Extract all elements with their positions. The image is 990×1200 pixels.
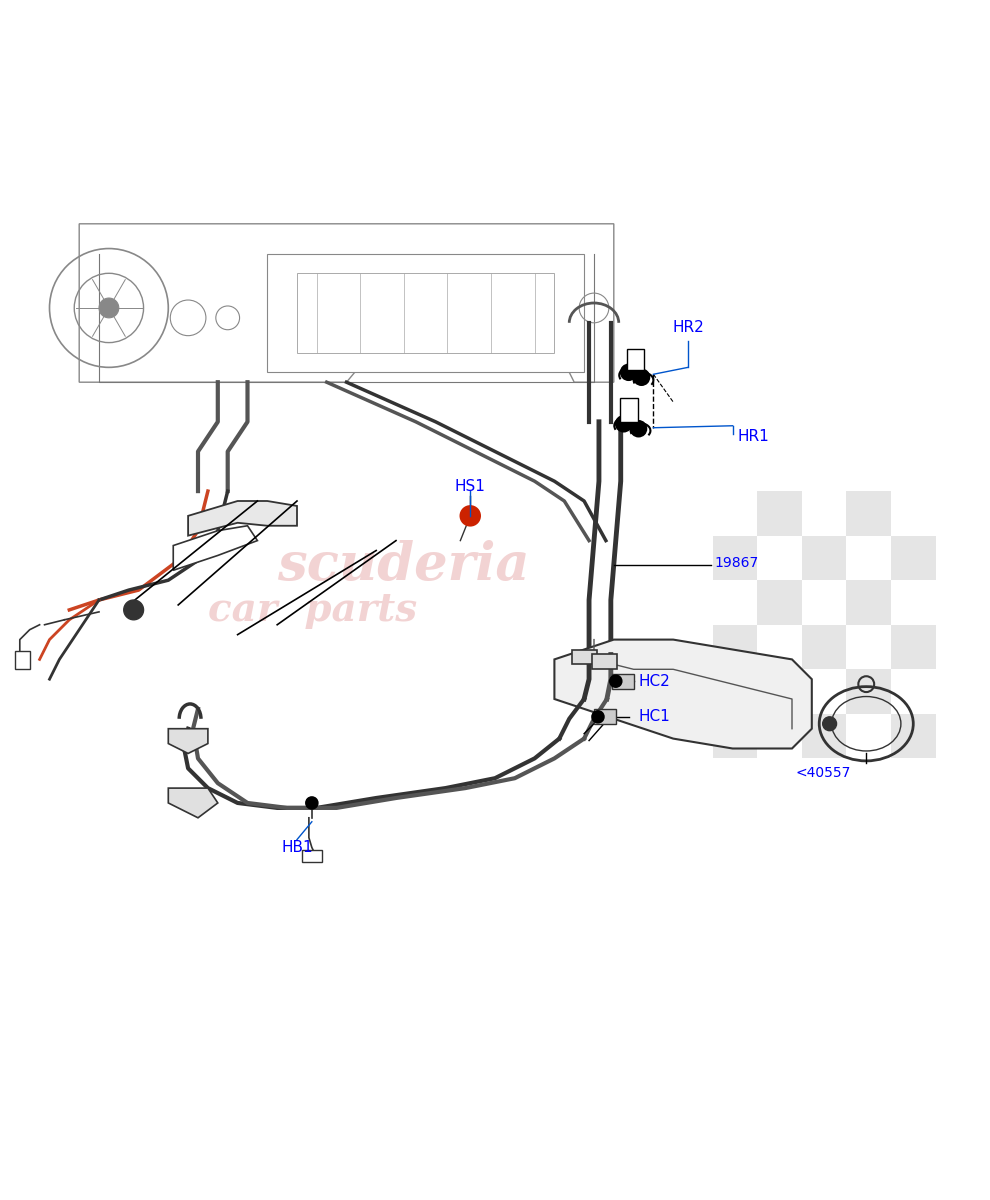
Bar	[802, 714, 846, 758]
Polygon shape	[168, 788, 218, 818]
Bar	[846, 670, 891, 714]
Circle shape	[460, 506, 480, 526]
Bar	[620, 398, 638, 421]
Polygon shape	[554, 640, 812, 749]
Bar	[572, 649, 597, 665]
Circle shape	[634, 370, 649, 385]
Bar	[757, 670, 802, 714]
Circle shape	[631, 421, 646, 437]
Bar	[594, 709, 616, 724]
Polygon shape	[79, 223, 614, 382]
Bar	[713, 535, 757, 580]
Text: car  parts: car parts	[208, 590, 417, 629]
Bar	[757, 491, 802, 535]
Circle shape	[592, 710, 604, 722]
Bar	[757, 580, 802, 625]
Circle shape	[621, 365, 637, 380]
Bar	[612, 674, 634, 689]
Text: scuderia: scuderia	[277, 540, 530, 590]
Bar	[15, 652, 30, 670]
Bar	[592, 654, 617, 670]
Circle shape	[99, 298, 119, 318]
Text: <40557: <40557	[796, 767, 851, 780]
Text: HS1: HS1	[454, 479, 486, 493]
Bar	[267, 253, 584, 372]
Bar	[891, 714, 936, 758]
Bar	[627, 348, 644, 371]
Bar	[891, 625, 936, 670]
Bar	[846, 491, 891, 535]
Text: HB1: HB1	[281, 840, 313, 854]
Bar	[802, 535, 846, 580]
Bar	[846, 580, 891, 625]
Bar	[302, 851, 322, 863]
Text: 19867: 19867	[715, 557, 759, 570]
Circle shape	[616, 416, 632, 432]
Polygon shape	[173, 526, 257, 570]
Circle shape	[306, 797, 318, 809]
Text: HC1: HC1	[639, 709, 670, 725]
Bar	[891, 535, 936, 580]
Text: HR1: HR1	[738, 430, 769, 444]
Bar	[297, 274, 554, 353]
Circle shape	[610, 676, 622, 688]
Text: HC2: HC2	[639, 673, 670, 689]
Bar	[713, 625, 757, 670]
Circle shape	[124, 600, 144, 619]
Polygon shape	[168, 728, 208, 754]
Text: HR2: HR2	[672, 320, 704, 335]
Bar	[713, 714, 757, 758]
Bar	[802, 625, 846, 670]
Polygon shape	[188, 502, 297, 535]
Circle shape	[823, 716, 837, 731]
